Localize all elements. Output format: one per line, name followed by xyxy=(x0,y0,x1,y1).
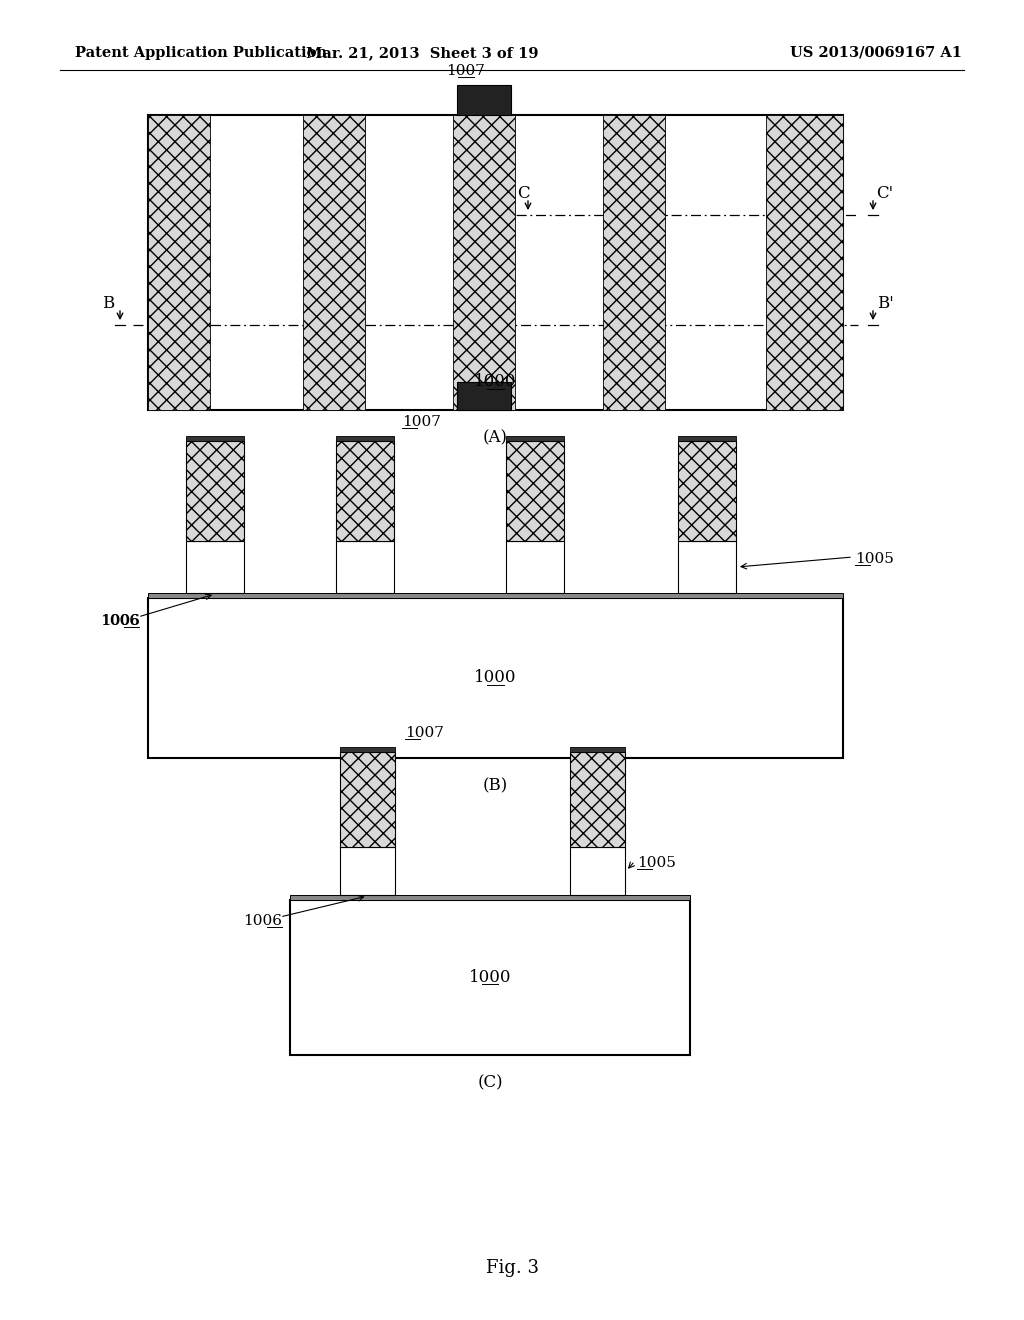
Bar xyxy=(290,900,690,1055)
Bar xyxy=(603,115,665,411)
Bar xyxy=(453,115,515,411)
Text: B: B xyxy=(101,294,114,312)
Bar xyxy=(678,441,736,541)
Bar xyxy=(506,441,564,541)
Bar xyxy=(148,115,210,411)
Text: 1006: 1006 xyxy=(101,614,140,628)
Text: Fig. 3: Fig. 3 xyxy=(485,1259,539,1276)
Bar xyxy=(148,598,843,758)
Bar xyxy=(766,115,843,411)
Bar xyxy=(506,436,564,441)
Bar xyxy=(457,84,511,115)
Text: (C): (C) xyxy=(477,1074,503,1092)
Bar xyxy=(186,441,244,541)
Text: Patent Application Publication: Patent Application Publication xyxy=(75,46,327,59)
Text: B': B' xyxy=(877,294,893,312)
Bar xyxy=(186,436,244,441)
Bar xyxy=(678,436,736,441)
Text: 1005: 1005 xyxy=(855,552,894,566)
Text: 1005: 1005 xyxy=(637,855,676,870)
Text: 1007: 1007 xyxy=(446,63,485,78)
Bar xyxy=(570,847,625,895)
Text: US 2013/0069167 A1: US 2013/0069167 A1 xyxy=(790,46,962,59)
Text: 1000: 1000 xyxy=(474,669,517,686)
Text: Mar. 21, 2013  Sheet 3 of 19: Mar. 21, 2013 Sheet 3 of 19 xyxy=(306,46,539,59)
Text: 1000: 1000 xyxy=(469,969,511,986)
Text: C': C' xyxy=(877,185,894,202)
Text: (B): (B) xyxy=(483,777,508,795)
Bar xyxy=(570,752,625,847)
Bar xyxy=(290,895,690,900)
Text: 1000: 1000 xyxy=(474,374,517,391)
Bar xyxy=(678,541,736,593)
Text: 1007: 1007 xyxy=(406,726,443,741)
Bar xyxy=(506,541,564,593)
Text: 1006: 1006 xyxy=(100,614,139,628)
Bar xyxy=(336,441,394,541)
Text: 1006: 1006 xyxy=(243,913,282,928)
Bar xyxy=(148,593,843,598)
Bar xyxy=(457,381,511,411)
Text: C: C xyxy=(517,185,529,202)
Bar xyxy=(570,747,625,752)
Bar xyxy=(186,541,244,593)
Bar xyxy=(148,115,843,411)
Text: 1007: 1007 xyxy=(402,414,441,429)
Text: (A): (A) xyxy=(483,429,508,446)
Bar xyxy=(340,752,395,847)
Bar xyxy=(340,747,395,752)
Bar xyxy=(303,115,365,411)
Bar xyxy=(336,436,394,441)
Bar xyxy=(340,847,395,895)
Bar xyxy=(336,541,394,593)
